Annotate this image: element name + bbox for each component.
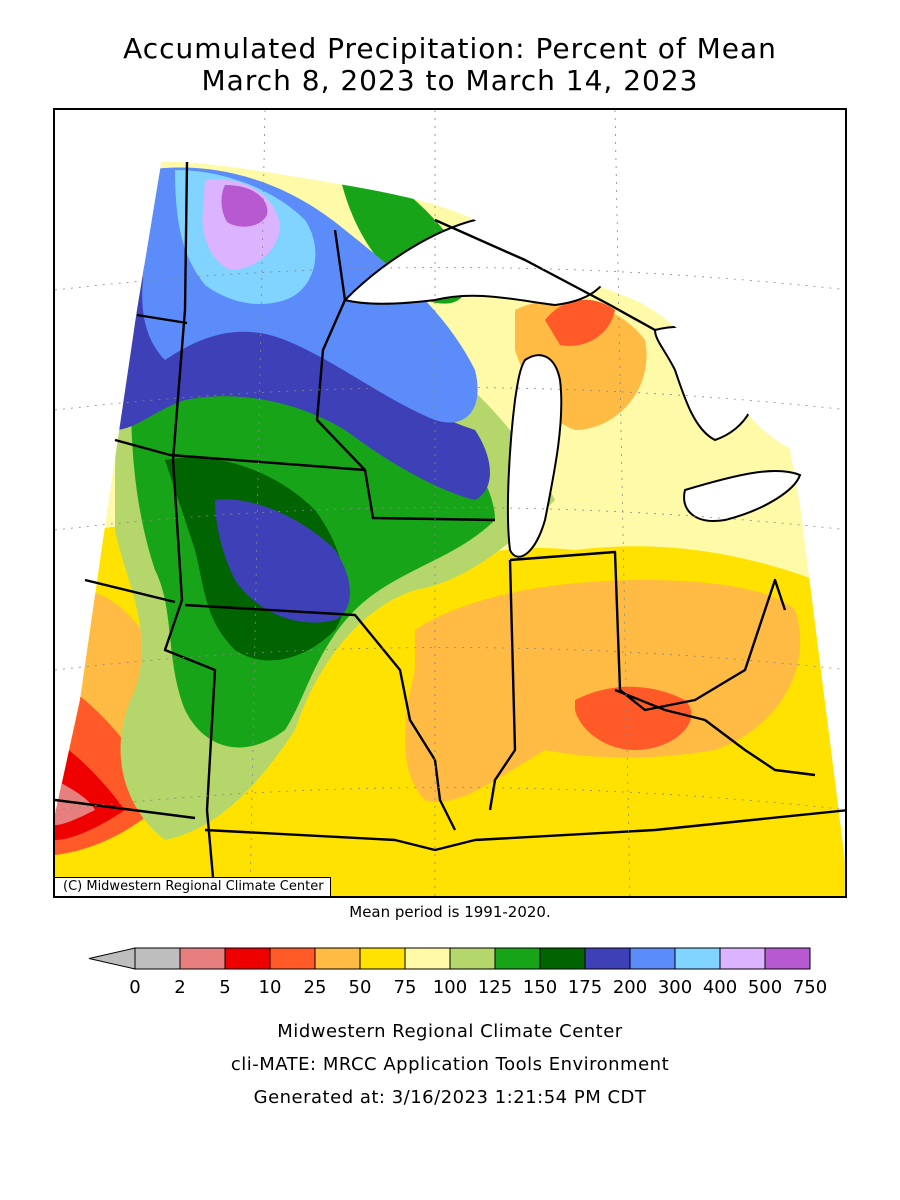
legend-tick-label: 300 (657, 977, 693, 998)
band-500-750 (221, 185, 268, 227)
state-boundaries (55, 161, 845, 896)
legend-tick-label: 200 (612, 977, 648, 998)
legend-tick-label: 5 (219, 977, 231, 998)
legend-swatch (494, 947, 541, 970)
mean-period-note: Mean period is 1991-2020. (349, 903, 551, 921)
footer-line-3: Generated at: 3/16/2023 1:21:54 PM CDT (253, 1087, 647, 1108)
map-title-line-1: Accumulated Precipitation: Percent of Me… (123, 32, 777, 65)
legend-swatch (359, 947, 406, 970)
legend-tick-label: 2 (174, 977, 186, 998)
legend-swatch (134, 947, 181, 970)
band-10-25-upper-michigan (545, 299, 615, 346)
legend-swatch (674, 947, 721, 970)
footer-line-2: cli-MATE: MRCC Application Tools Environ… (230, 1054, 670, 1075)
legend-swatch (629, 947, 676, 970)
copyright-label: (C) Midwestern Regional Climate Center (55, 877, 331, 896)
boundary-upper-michigan (434, 218, 656, 332)
legend-arrow-below-0 (88, 947, 136, 970)
band-10-25-ohio-valley (575, 686, 692, 750)
legend-tick-label: 150 (522, 977, 558, 998)
legend-tick-label: 125 (477, 977, 513, 998)
boundary-in-oh (509, 550, 787, 712)
legend-tick-label: 25 (303, 977, 327, 998)
legend-swatch (539, 947, 586, 970)
legend-swatch (719, 947, 766, 970)
boundary-mn-wi (315, 229, 366, 471)
legend-tick-label: 500 (747, 977, 783, 998)
legend-swatch (449, 947, 496, 970)
legend-swatch (314, 947, 361, 970)
boundary-ohio-river (614, 688, 816, 777)
graticule (55, 110, 845, 896)
boundary-ne-ks (84, 578, 176, 604)
map-canvas (55, 110, 845, 896)
boundary-ks-ok (55, 798, 196, 820)
lake-michigan (506, 354, 563, 558)
legend-swatch (584, 947, 631, 970)
legend-tick-label: 400 (702, 977, 738, 998)
legend-swatch (764, 947, 811, 970)
legend-tick-label: 100 (432, 977, 468, 998)
legend-tick-label: 0 (129, 977, 141, 998)
legend-swatch (224, 947, 271, 970)
footer-line-1: Midwestern Regional Climate Center (277, 1021, 623, 1042)
legend-tick-label: 75 (393, 977, 417, 998)
legend-swatch (404, 947, 451, 970)
legend-tick-label: 750 (792, 977, 828, 998)
boundary-dakotas-mn-ia (163, 161, 217, 896)
legend-tick-label: 175 (567, 977, 603, 998)
boundary-nd-sd (136, 313, 188, 325)
map-title-line-2: March 8, 2023 to March 14, 2023 (201, 64, 699, 97)
boundary-ia-mo-il (184, 603, 457, 831)
band-175-200-iowa (215, 499, 350, 623)
legend-tick-label: 10 (258, 977, 282, 998)
precipitation-map: (C) Midwestern Regional Climate Center (53, 108, 847, 898)
legend-swatch (269, 947, 316, 970)
legend-swatch (179, 947, 226, 970)
legend-tick-label: 50 (348, 977, 372, 998)
boundary-il-in (488, 559, 517, 811)
boundary-southern (204, 809, 845, 852)
canada-region (55, 110, 845, 469)
